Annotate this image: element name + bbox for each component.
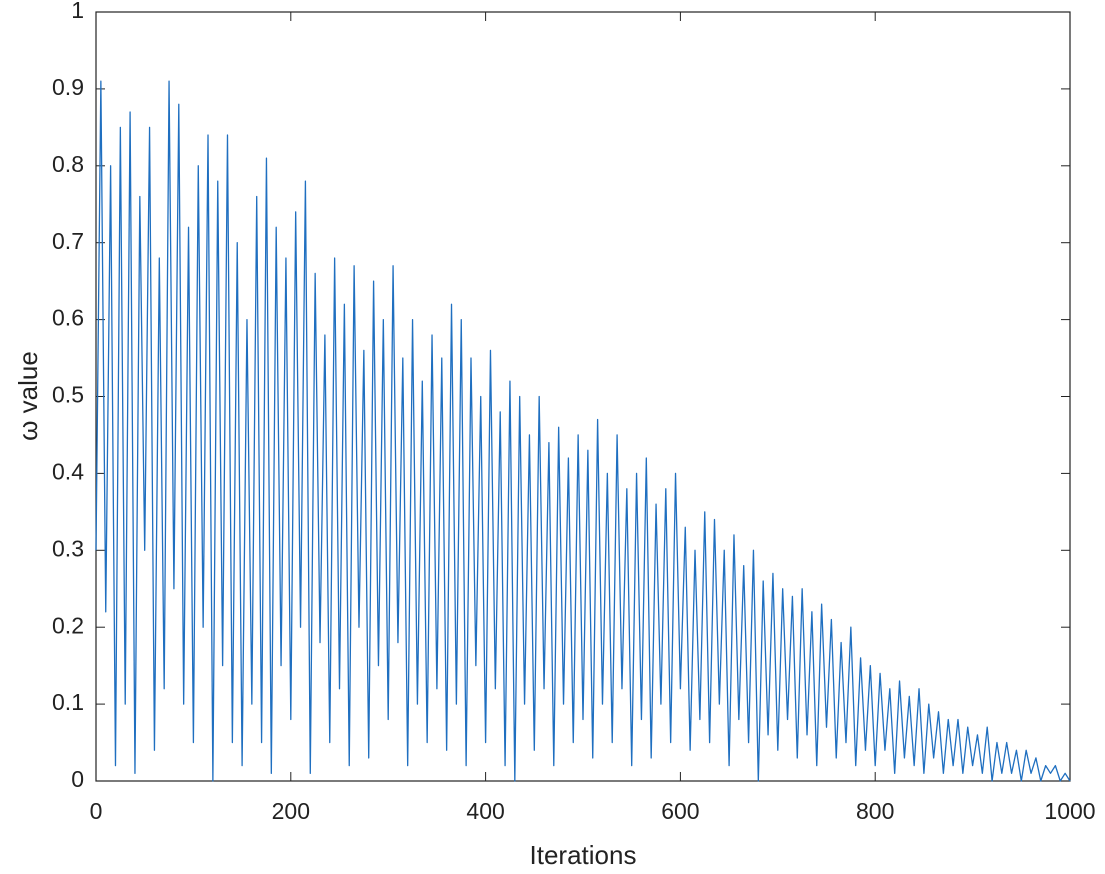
x-axis-label: Iterations (530, 840, 637, 870)
x-tick-label: 200 (272, 798, 310, 824)
x-tick-label: 0 (90, 798, 103, 824)
x-tick-label: 800 (856, 798, 894, 824)
y-tick-label: 0.1 (52, 689, 84, 715)
data-line (95, 80, 1071, 782)
x-tick-label: 400 (466, 798, 504, 824)
x-tick-label: 1000 (1044, 798, 1095, 824)
y-tick-label: 0.6 (52, 305, 84, 331)
plot-frame (95, 11, 1071, 782)
y-tick-label: 0.3 (52, 535, 84, 561)
y-tick-label: 1 (71, 0, 84, 23)
y-tick-label: 0 (71, 766, 84, 792)
y-axis-label: ω value (13, 351, 43, 441)
y-tick-label: 0.7 (52, 228, 84, 254)
y-tick-label: 0.9 (52, 74, 84, 100)
y-tick-label: 0.4 (52, 458, 84, 484)
x-tick-label: 600 (661, 798, 699, 824)
y-tick-label: 0.8 (52, 151, 84, 177)
y-tick-label: 0.2 (52, 612, 84, 638)
y-tick-label: 0.5 (52, 382, 84, 408)
